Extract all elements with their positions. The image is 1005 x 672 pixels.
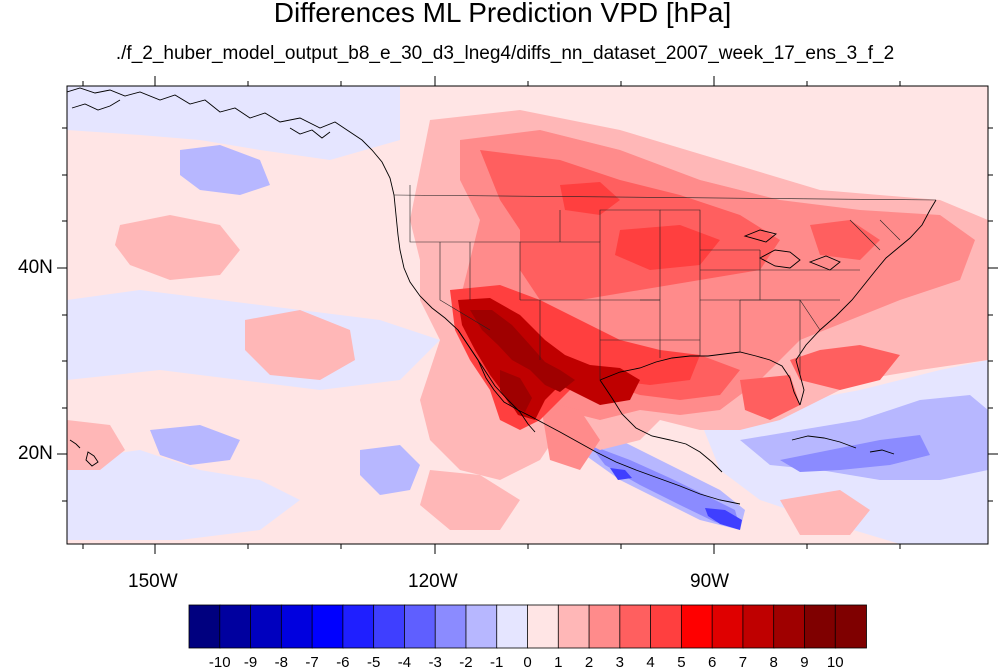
lat-label-20n: 20N [18,443,53,464]
colorbar-swatch [804,604,837,649]
light-blue-region [67,450,300,540]
light-red-region [115,215,240,280]
colorbar-swatch [342,604,375,649]
colorbar-swatch [465,604,498,649]
map-title: Differences ML Prediction VPD [hPa] [273,0,732,28]
state-borders [393,185,937,380]
colorbar-label: -10 [208,654,231,671]
colorbar-swatch [250,604,283,649]
colorbar-swatch [280,604,313,649]
red-region [740,375,800,420]
colorbar-label: -6 [336,654,350,671]
colorbar-swatch [742,604,775,649]
mid-red-region [540,400,600,470]
colorbar-label: 0 [523,654,532,671]
colorbar-label: 6 [707,654,717,671]
strong-red-region [560,182,620,215]
light-red-region [420,470,520,530]
colorbar-label: -9 [243,654,258,671]
axis-ticks [57,76,998,554]
map-subtitle: ./f_2_huber_model_output_b8_e_30_d3_lneg… [115,43,895,64]
colorbar-label: -1 [490,654,504,671]
colorbar-swatch [496,604,529,649]
red-region [810,220,880,260]
deep-blue-region [705,508,742,530]
light-red-region [780,490,870,535]
colorbar-swatch [527,604,560,649]
lon-label-90w: 90W [690,571,730,592]
colorbar-label: -8 [274,654,288,671]
anomaly-regions [67,86,988,544]
colorbar-label: 9 [800,654,809,671]
lon-label-120w: 120W [408,571,458,592]
colorbar-swatch [773,604,806,649]
colorbar-label: 3 [615,654,624,671]
colorbar-label: -4 [397,654,412,671]
colorbar-label: 5 [677,654,686,671]
colorbar-swatch [188,604,221,649]
colorbar-swatch [219,604,252,649]
colorbar-swatch [404,604,437,649]
coastlines [67,87,937,505]
colorbar-swatch [588,604,621,649]
blue-region [180,145,270,195]
colorbar-label: 7 [738,654,748,671]
light-blue-region [67,86,400,160]
colorbar-swatch [557,604,590,649]
lat-label-40n: 40N [18,257,53,278]
map-field [67,86,988,544]
deep-red-region [500,370,532,412]
colorbar-swatch [373,604,406,649]
colorbar-label: 2 [584,654,594,671]
strong-red-region [615,225,720,270]
colorbar-swatch [650,604,683,649]
colorbar-swatch [434,604,467,649]
colorbar-label: -7 [305,654,319,671]
deep-red-region [470,310,575,392]
colorbar-label: -2 [459,654,473,671]
colorbar [188,604,867,649]
blue-region [150,425,240,465]
colorbar-label: -5 [366,654,381,671]
lon-label-150w: 150W [128,571,178,592]
colorbar-label: 4 [646,654,655,671]
colorbar-swatch [711,604,744,649]
colorbar-swatch [680,604,714,649]
light-red-region [67,420,125,470]
colorbar-swatch [619,604,652,649]
colorbar-label: -3 [428,654,442,671]
red-region [480,150,780,300]
mid-blue-region [590,445,740,528]
colorbar-label: 8 [769,654,778,671]
colorbar-swatch [311,604,344,649]
colorbar-label: 1 [554,654,563,671]
red-region [790,345,900,390]
colorbar-swatch [834,604,867,649]
colorbar-label: 10 [826,654,844,671]
light-red-region [245,310,355,380]
deep-blue-region [610,468,632,480]
blue-region [360,445,420,495]
mid-blue-region [780,435,930,472]
